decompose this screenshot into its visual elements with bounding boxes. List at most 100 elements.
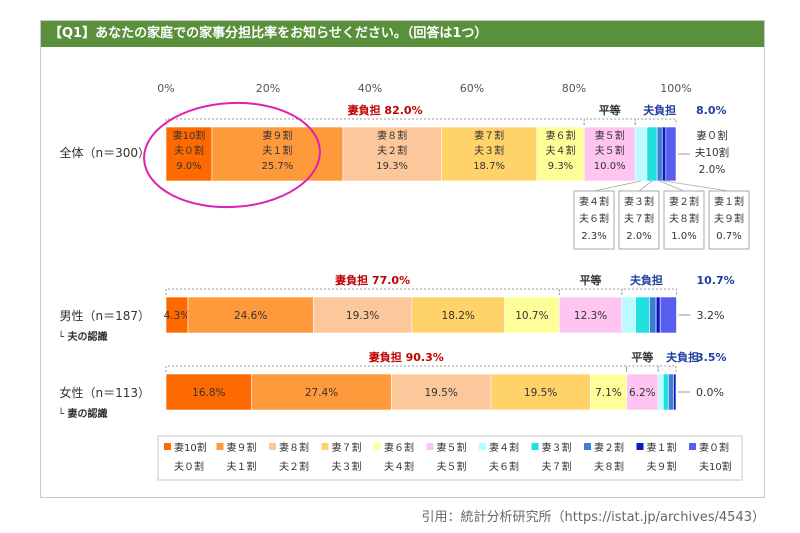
equal-label: 平等 <box>631 350 653 364</box>
bar-segment <box>391 373 492 411</box>
legend-swatch <box>321 443 329 450</box>
data-label: 27.4% <box>305 387 338 399</box>
husband-share-bracket <box>634 118 677 125</box>
legend-label: 妻３割 <box>542 441 572 454</box>
wife-share-label: 妻負担 90.3% <box>369 350 444 364</box>
bar-segment <box>621 296 637 334</box>
bar-segment <box>536 126 585 182</box>
equal-bracket <box>626 365 659 372</box>
bar-segment <box>657 373 664 411</box>
callout-leader <box>638 180 653 192</box>
bar-segment <box>659 296 677 334</box>
bar-segment <box>661 126 667 182</box>
row-label: 全体（n＝300） <box>59 145 150 160</box>
data-label: 妻７割夫３割 18.7% <box>473 129 505 172</box>
row-sublabel: └ 妻の認識 <box>58 407 108 420</box>
equal-bracket <box>558 288 623 295</box>
legend-label: 夫５割 <box>437 460 467 473</box>
husband-share-value: 10.7% <box>697 274 735 287</box>
legend-swatch <box>164 443 171 450</box>
legend-label: 妻７割 <box>332 441 362 454</box>
x-tick-label: 40% <box>358 82 382 95</box>
right-label: 0.0% <box>696 386 724 399</box>
legend-label: 妻８割 <box>279 441 309 454</box>
callout-box <box>573 190 615 250</box>
bar-segment <box>504 296 560 334</box>
legend-swatch <box>426 443 434 450</box>
husband-share-label: 夫負担 <box>643 103 676 117</box>
legend-label: 夫６割 <box>489 460 519 473</box>
bar-segment <box>211 126 344 182</box>
callout-box <box>708 190 750 250</box>
callout-label: 妻１割夫９割 0.7% <box>714 195 744 242</box>
callout-leader <box>593 180 642 192</box>
row-label: 女性（n＝113） <box>59 385 150 400</box>
x-tick-label: 80% <box>562 82 586 95</box>
legend-label: 夫９割 <box>647 460 677 473</box>
bar-segment <box>655 296 661 334</box>
legend-label: 妻10割 <box>174 441 207 454</box>
wife-share-label: 妻負担 77.0% <box>335 273 410 287</box>
x-tick-label: 0% <box>157 82 174 95</box>
data-label: 12.3% <box>574 310 607 322</box>
legend-label: 夫１割 <box>227 460 257 473</box>
wife-share-label: 妻負担 82.0% <box>348 103 423 117</box>
legend-box <box>157 435 743 481</box>
data-label: 6.2% <box>629 387 656 399</box>
callout-label: 妻２割夫８割 1.0% <box>669 195 699 242</box>
bar-segment <box>635 296 650 334</box>
callout-leader <box>659 180 685 192</box>
row-label: 男性（n＝187） <box>59 309 150 323</box>
row-sublabel: └ 夫の認識 <box>58 330 108 343</box>
data-label: 妻６割夫４割 9.3% <box>545 129 575 172</box>
bar-segment <box>313 296 413 334</box>
data-label: 妻８割夫２割 19.3% <box>376 129 408 172</box>
data-label: 19.3% <box>346 310 379 322</box>
bar-segment <box>665 126 677 182</box>
bar-segment <box>251 373 392 411</box>
legend-label: 夫10割 <box>699 460 732 473</box>
legend-swatch <box>269 443 276 450</box>
citation-text: 引用：統計分析研究所（https://istat.jp/archives/454… <box>421 510 765 525</box>
data-label: 24.6% <box>234 310 267 322</box>
legend-label: 夫４割 <box>384 460 414 473</box>
husband-share-value: 3.5% <box>696 351 727 364</box>
chart-frame: 【Q1】あなたの家庭での家事分担比率をお知らせください。（回答は1つ） <box>40 20 765 498</box>
bar-segment <box>441 126 538 182</box>
callout-box <box>663 190 705 250</box>
highlight-ellipse <box>143 101 321 209</box>
bar-segment <box>558 296 623 334</box>
legend-label: 夫７割 <box>542 460 572 473</box>
data-label: 4.3% <box>164 310 191 322</box>
husband-share-label: 夫負担 <box>630 273 663 287</box>
legend-label: 妻２割 <box>594 441 624 454</box>
data-label: 妻10割夫０割 9.0% <box>173 129 206 172</box>
right-label: 妻０割夫10割 2.0% <box>695 129 729 176</box>
legend-label: 妻６割 <box>384 441 414 454</box>
wife-share-bracket <box>165 288 560 295</box>
legend-swatch <box>531 443 539 450</box>
bar-segment <box>411 296 505 334</box>
right-label: 3.2% <box>697 309 725 322</box>
legend-label: 夫２割 <box>279 460 309 473</box>
legend-swatch <box>636 443 644 450</box>
legend-swatch <box>689 443 696 450</box>
callout-leader <box>663 180 730 192</box>
data-label: 妻９割夫１割 25.7% <box>262 129 294 172</box>
data-label: 16.8% <box>192 387 225 399</box>
husband-share-bracket <box>657 365 677 372</box>
callout-box <box>618 190 660 250</box>
data-label: 妻５割夫５割 10.0% <box>594 129 626 172</box>
legend-label: 妻０割 <box>699 441 729 454</box>
bar-segment <box>662 373 669 411</box>
legend-swatch <box>479 443 486 450</box>
data-label: 19.5% <box>424 387 457 399</box>
husband-share-value: 8.0% <box>696 104 727 117</box>
legend-swatch <box>374 443 381 450</box>
chart-title: 【Q1】あなたの家庭での家事分担比率をお知らせください。（回答は1つ） <box>41 21 764 47</box>
bar-segment <box>187 296 314 334</box>
bar-segment <box>668 373 674 411</box>
bar-segment <box>583 126 636 182</box>
wife-share-bracket <box>165 365 628 372</box>
